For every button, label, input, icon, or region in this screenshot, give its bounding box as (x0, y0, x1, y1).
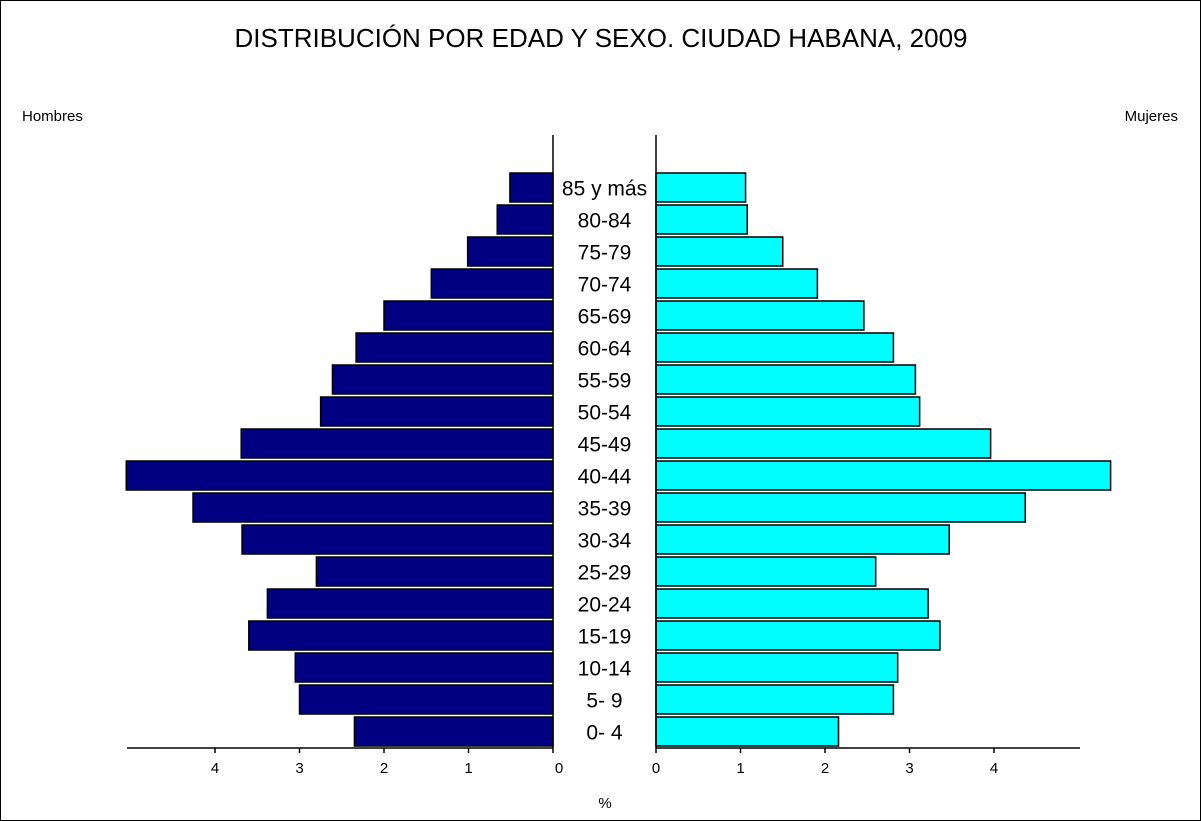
legend-mujeres: Mujeres (1125, 108, 1178, 125)
x-tick-label: 1 (736, 760, 744, 777)
age-group-label: 80-84 (578, 210, 632, 233)
age-group-label: 5- 9 (586, 690, 622, 713)
bar-hombres (509, 172, 554, 203)
bar-hombres (430, 268, 554, 299)
bar-hombres (294, 652, 554, 683)
bar-mujeres (655, 300, 865, 331)
bar-hombres (331, 364, 554, 395)
bar-mujeres (655, 268, 819, 299)
x-tick-label: 4 (990, 760, 998, 777)
age-group-label: 35-39 (578, 498, 632, 521)
bar-mujeres (655, 172, 747, 203)
bar-hombres (125, 460, 554, 491)
age-group-label: 25-29 (578, 562, 632, 585)
chart-title: DISTRIBUCIÓN POR EDAD Y SEXO. CIUDAD HAB… (234, 23, 967, 53)
x-tick-label: 2 (821, 760, 829, 777)
age-group-label: 20-24 (578, 594, 632, 617)
bar-mujeres (655, 556, 877, 587)
bar-hombres (353, 716, 554, 747)
age-group-label: 85 y más (562, 178, 647, 201)
bar-mujeres (655, 428, 992, 459)
x-axis-label: % (598, 795, 611, 812)
bar-mujeres (655, 396, 921, 427)
age-group-label: 15-19 (578, 626, 632, 649)
bar-mujeres (655, 364, 917, 395)
x-tick-label: 1 (464, 760, 472, 777)
age-group-label: 60-64 (578, 338, 632, 361)
bar-hombres (466, 236, 554, 267)
age-group-label: 50-54 (578, 402, 632, 425)
x-tick-label: 3 (905, 760, 913, 777)
age-group-label: 0- 4 (586, 722, 623, 745)
bar-hombres (266, 588, 554, 619)
age-group-label: 45-49 (578, 434, 632, 457)
age-group-label: 70-74 (578, 274, 632, 297)
bar-mujeres (655, 588, 929, 619)
bar-hombres (319, 396, 554, 427)
age-group-label: 75-79 (578, 242, 632, 265)
age-group-label: 30-34 (578, 530, 632, 553)
legend-hombres: Hombres (22, 108, 83, 125)
bar-hombres (240, 428, 554, 459)
bar-mujeres (655, 332, 895, 363)
bar-mujeres (655, 492, 1027, 523)
bar-hombres (355, 332, 554, 363)
bar-hombres (241, 524, 554, 555)
bar-hombres (496, 204, 554, 235)
bar-mujeres (655, 524, 950, 555)
bar-mujeres (655, 236, 784, 267)
bar-mujeres (655, 460, 1112, 491)
x-tick-label: 2 (380, 760, 388, 777)
bar-hombres (248, 620, 554, 651)
bar-hombres (315, 556, 554, 587)
x-tick-label: 3 (295, 760, 303, 777)
bar-mujeres (655, 684, 895, 715)
age-group-label: 55-59 (578, 370, 632, 393)
x-tick-label: 4 (211, 760, 219, 777)
bar-mujeres (655, 204, 749, 235)
age-group-label: 10-14 (578, 658, 632, 681)
bar-hombres (298, 684, 554, 715)
bar-mujeres (655, 716, 840, 747)
age-group-label: 65-69 (578, 306, 632, 329)
age-group-label: 40-44 (578, 466, 632, 489)
x-tick-label: 0 (555, 760, 563, 777)
bar-mujeres (655, 652, 899, 683)
bar-hombres (383, 300, 554, 331)
bar-hombres (192, 492, 554, 523)
x-tick-label: 0 (652, 760, 660, 777)
bar-mujeres (655, 620, 941, 651)
